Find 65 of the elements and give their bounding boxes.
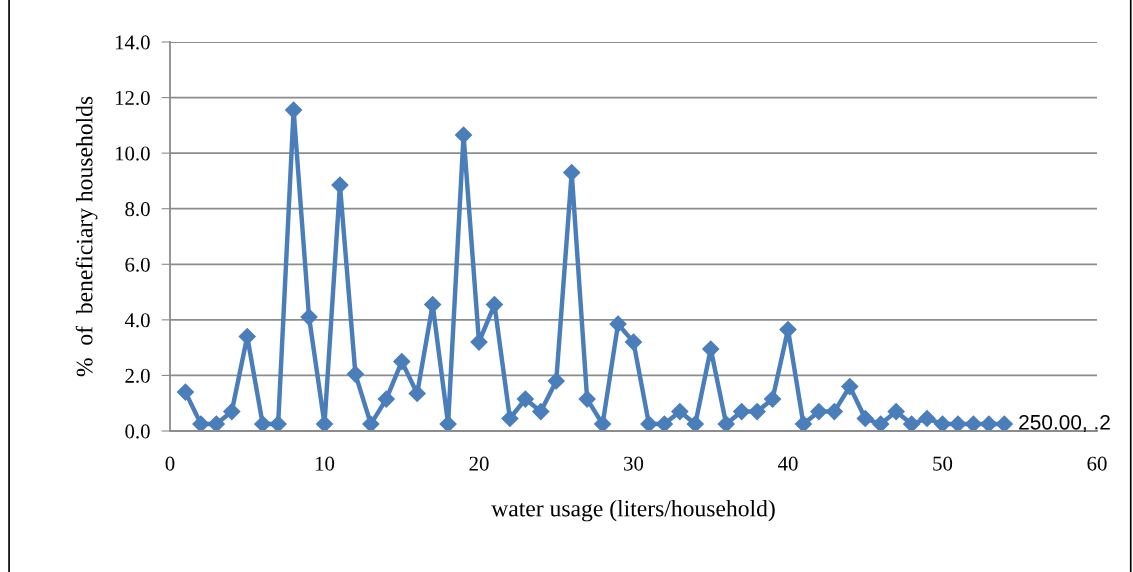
point <box>516 390 534 408</box>
y-axis-title: % of beneficiary households <box>75 96 98 377</box>
point <box>949 415 967 431</box>
point <box>624 333 643 351</box>
x-tick-label: 20 <box>469 456 489 471</box>
point <box>856 409 874 428</box>
x-tick-label: 50 <box>933 456 953 471</box>
x-tick-label: 30 <box>624 456 644 471</box>
y-tick-label: 0.0 <box>125 424 150 439</box>
point <box>501 409 519 428</box>
point <box>192 415 210 431</box>
point <box>346 365 364 383</box>
point <box>995 415 1013 431</box>
point <box>655 415 673 431</box>
y-tick-label: 6.0 <box>125 257 150 272</box>
point <box>408 384 426 403</box>
point <box>640 415 658 431</box>
annotation: 250.00, .2 <box>1019 414 1110 433</box>
point <box>362 415 380 431</box>
y-tick-label: 12.0 <box>115 90 150 106</box>
point <box>454 126 473 144</box>
point <box>578 390 596 408</box>
point <box>377 390 395 408</box>
point <box>532 402 550 421</box>
point <box>748 402 766 421</box>
point <box>825 402 843 421</box>
point <box>671 402 689 421</box>
point <box>686 415 704 431</box>
point <box>254 415 272 431</box>
point <box>733 402 751 421</box>
x-tick-label: 40 <box>777 456 798 471</box>
point <box>269 415 287 431</box>
point <box>810 402 828 421</box>
x-tick-label: 60 <box>1087 456 1107 471</box>
point <box>872 415 890 431</box>
point <box>980 415 998 431</box>
point <box>609 315 627 333</box>
point <box>331 176 349 194</box>
point <box>176 383 195 401</box>
point <box>903 415 921 431</box>
y-tick-label: 14.0 <box>115 35 150 50</box>
point <box>470 333 488 351</box>
y-tick-label: 8.0 <box>125 202 150 217</box>
point <box>594 415 612 431</box>
x-axis-title: water usage (liters/household) <box>491 499 775 522</box>
x-tick-label: 10 <box>315 456 335 471</box>
point <box>223 402 241 421</box>
point <box>841 377 859 396</box>
y-tick-label: 2.0 <box>125 368 150 383</box>
point <box>393 352 411 371</box>
y-tick-label: 4.0 <box>124 313 150 328</box>
point <box>887 402 905 421</box>
point <box>933 415 952 431</box>
point <box>794 415 813 431</box>
point <box>547 372 565 390</box>
y-tick-label: 10.0 <box>115 146 150 161</box>
point <box>300 308 318 326</box>
point <box>207 415 225 431</box>
point <box>964 415 982 431</box>
point <box>717 415 735 431</box>
point <box>439 415 457 431</box>
x-tick-label: 0 <box>165 456 175 471</box>
point <box>285 101 303 119</box>
point <box>763 390 782 408</box>
point <box>918 409 936 428</box>
